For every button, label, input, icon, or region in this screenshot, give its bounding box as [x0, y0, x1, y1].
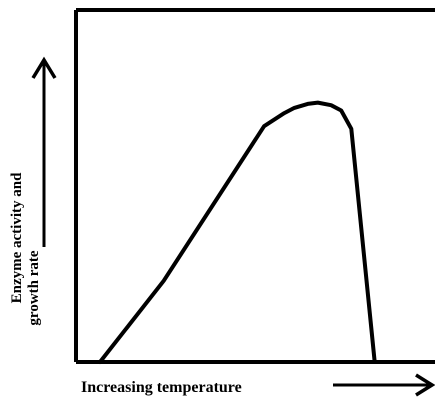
- x-axis-label: Increasing temperature: [81, 379, 242, 396]
- y-axis-label-line1: Enzyme activity and: [9, 172, 25, 303]
- y-axis-label-group: Enzyme activity and growth rate: [9, 172, 42, 326]
- x-axis-arrow-head: [415, 373, 435, 397]
- series-line-enzyme-activity: [98, 100, 377, 364]
- y-axis-label-line2: growth rate: [26, 250, 42, 325]
- data-points: [100, 103, 375, 363]
- y-axis-arrow-head: [31, 56, 57, 79]
